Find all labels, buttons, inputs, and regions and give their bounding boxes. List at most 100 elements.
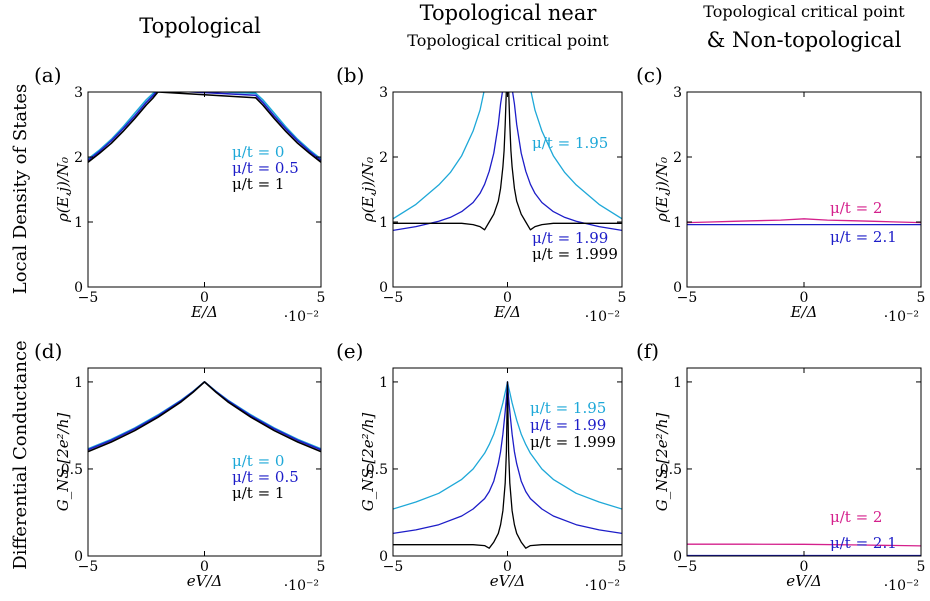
row-label-2: Differential Conductance [10, 340, 31, 569]
x-tick-label: 5 [917, 559, 926, 575]
y-tick-label: 0.5 [61, 462, 83, 478]
x-exponent-label: ·10⁻² [884, 578, 919, 594]
series-line-3 [393, 381, 622, 549]
x-axis-label: eV/Δ [187, 572, 223, 590]
x-axis-label: E/Δ [493, 303, 521, 321]
series-label-1: μ/t = 2 [830, 199, 882, 217]
y-tick-label: 1 [379, 375, 388, 391]
y-axis-label: G_NS [2e²/h] [54, 413, 72, 512]
series-group [687, 218, 921, 226]
series-label-3: μ/t = 1.999 [532, 245, 618, 263]
series-group [393, 92, 622, 232]
y-tick-label: 2 [673, 150, 682, 166]
series-line-2 [393, 92, 622, 232]
y-tick-label: 2 [379, 150, 388, 166]
panel-label: (d) [34, 339, 62, 363]
x-tick-label: 5 [618, 290, 627, 306]
x-tick-label: 0 [800, 559, 809, 575]
series-label-3: μ/t = 1.999 [530, 433, 616, 451]
series-line-2 [88, 381, 321, 451]
column-title-2: Topological near [420, 1, 598, 25]
row-label-1: Local Density of States [10, 84, 31, 295]
y-tick-label: 1 [379, 215, 388, 231]
series-label-1: μ/t = 2 [830, 508, 882, 526]
y-tick-label: 1 [673, 375, 682, 391]
plot-frame [87, 367, 322, 557]
panel-label: (c) [636, 63, 663, 87]
series-label-1: μ/t = 0 [232, 143, 284, 161]
x-exponent-label: ·10⁻² [284, 309, 319, 325]
y-tick-label: 3 [673, 85, 682, 101]
series-label-2: μ/t = 1.99 [532, 229, 608, 247]
x-exponent-label: ·10⁻² [585, 309, 620, 325]
y-axis-label: G_NS [2e²/h] [359, 413, 377, 512]
y-tick-label: 3 [379, 85, 388, 101]
x-tick-label: 5 [317, 290, 326, 306]
x-axis-label: E/Δ [790, 303, 818, 321]
x-tick-label: −5 [383, 290, 404, 306]
y-tick-label: 1 [74, 375, 83, 391]
series-line-3 [88, 381, 321, 453]
series-label-3: μ/t = 1 [232, 175, 284, 193]
y-axis-label: ρ(E,j)/N₀ [359, 157, 377, 223]
y-tick-label: 0.5 [660, 462, 682, 478]
series-label-1: μ/t = 0 [232, 452, 284, 470]
y-tick-label: 0 [379, 549, 388, 565]
panel-label: (e) [336, 339, 363, 363]
plot-frame [686, 367, 922, 557]
y-axis-label: ρ(E,j)/N₀ [653, 157, 671, 223]
panel-label: (f) [636, 339, 659, 363]
x-tick-label: −5 [677, 559, 698, 575]
y-tick-label: 1 [673, 215, 682, 231]
series-label-2: μ/t = 2.1 [830, 228, 897, 246]
y-tick-label: 0 [74, 280, 83, 296]
x-exponent-label: ·10⁻² [585, 578, 620, 594]
y-tick-label: 0 [379, 280, 388, 296]
y-tick-label: 2 [74, 150, 83, 166]
series-group [88, 92, 321, 163]
series-line-3 [393, 92, 622, 231]
y-tick-label: 1 [74, 215, 83, 231]
series-label-2: μ/t = 1.99 [530, 416, 606, 434]
x-tick-label: 0 [800, 290, 809, 306]
plot-frame [87, 91, 322, 288]
panel-label: (b) [336, 63, 364, 87]
series-label-1: μ/t = 1.95 [530, 399, 606, 417]
x-tick-label: 0 [503, 290, 512, 306]
x-tick-label: −5 [677, 290, 698, 306]
x-tick-label: 0 [200, 559, 209, 575]
series-label-2: μ/t = 0.5 [232, 159, 299, 177]
x-exponent-label: ·10⁻² [884, 309, 919, 325]
series-line-1 [687, 543, 921, 547]
y-tick-label: 0 [74, 549, 83, 565]
column-title-1: Topological [139, 14, 261, 38]
x-tick-label: −5 [383, 559, 404, 575]
x-tick-label: 5 [917, 290, 926, 306]
x-tick-label: 0 [200, 290, 209, 306]
column-subtitle-3: Topological critical point [703, 2, 905, 21]
y-axis-label: G_NS [2e²/h] [653, 413, 671, 512]
x-tick-label: 0 [503, 559, 512, 575]
x-tick-label: −5 [78, 559, 99, 575]
y-tick-label: 0 [673, 549, 682, 565]
column-subtitle-2: Topological critical point [407, 31, 609, 50]
series-line-1 [393, 92, 622, 220]
x-axis-label: E/Δ [190, 303, 218, 321]
series-label-2: μ/t = 2.1 [830, 534, 897, 552]
x-exponent-label: ·10⁻² [284, 578, 319, 594]
column-title-3: & Non-topological [707, 28, 902, 52]
series-line-1 [88, 92, 321, 160]
series-line-3 [88, 92, 321, 163]
y-axis-label: ρ(E,j)/N₀ [54, 157, 72, 223]
series-label-1: μ/t = 1.95 [532, 134, 608, 152]
series-line-2 [88, 92, 321, 161]
x-tick-label: 5 [618, 559, 627, 575]
series-line-1 [88, 381, 321, 450]
x-axis-label: eV/Δ [490, 572, 526, 590]
y-tick-label: 0 [673, 280, 682, 296]
